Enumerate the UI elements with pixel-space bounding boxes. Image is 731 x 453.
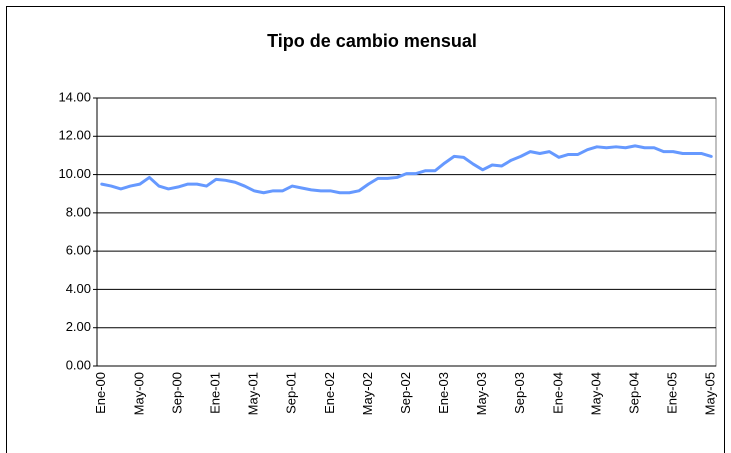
y-tick-label: 0.00 [66,357,91,372]
x-tick-label: May-05 [703,372,718,415]
y-tick-label: 2.00 [66,319,91,334]
y-tick-label: 14.00 [58,89,91,104]
y-tick-label: 6.00 [66,243,91,258]
x-tick-label: Ene-02 [322,372,337,414]
x-tick-label: Ene-00 [93,372,108,414]
x-tick-label: Ene-05 [665,372,680,414]
x-tick-label: Ene-04 [550,372,565,414]
x-tick-label: Sep-01 [284,372,299,414]
x-tick-label: May-02 [360,372,375,415]
y-tick-label: 4.00 [66,281,91,296]
x-tick-label: May-04 [588,372,603,415]
x-tick-label: Ene-01 [207,372,222,414]
x-tick-label: May-00 [131,372,146,415]
x-tick-label: Sep-02 [398,372,413,414]
chart-title: Tipo de cambio mensual [267,31,477,51]
x-tick-label: May-01 [246,372,261,415]
x-tick-label: Sep-04 [626,372,641,414]
y-tick-label: 10.00 [58,166,91,181]
x-tick-label: May-03 [474,372,489,415]
x-tick-label: Sep-03 [512,372,527,414]
x-tick-label: Sep-00 [169,372,184,414]
y-tick-label: 12.00 [58,128,91,143]
y-tick-label: 8.00 [66,204,91,219]
line-series [100,144,713,195]
plot-area [96,97,717,367]
x-tick-label: Ene-03 [436,372,451,414]
